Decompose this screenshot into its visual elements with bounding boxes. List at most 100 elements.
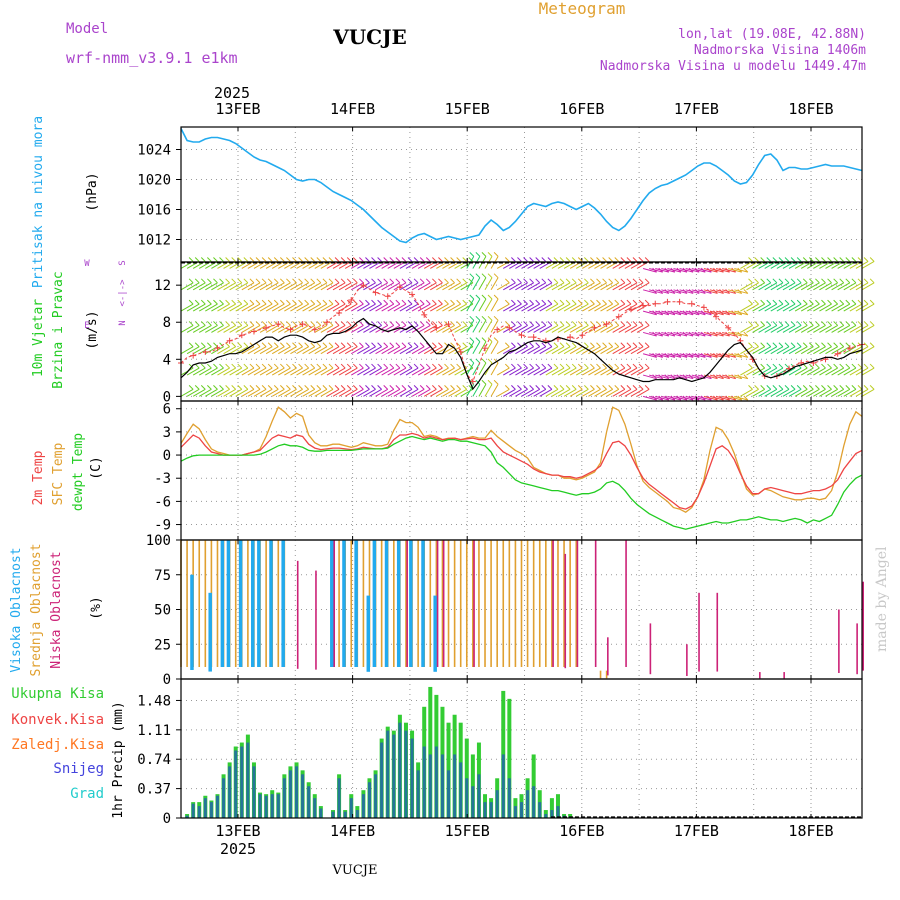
wind-barb (861, 324, 875, 333)
wind-barb (764, 367, 778, 376)
wind-barb-flag (371, 299, 376, 305)
wind-barb-flag (638, 321, 644, 326)
wind-barb (691, 353, 706, 358)
wind-barb (399, 346, 413, 355)
wind-barb (241, 346, 255, 355)
wind-barb-flag (213, 363, 218, 369)
wind-barb (235, 282, 249, 291)
wind-barb (545, 324, 559, 333)
wind-barb (758, 324, 772, 333)
wind-barb (326, 303, 340, 312)
wind-barb (217, 282, 230, 291)
wind-barb (259, 282, 273, 291)
wind-barb (381, 324, 395, 333)
wind-barb-flag (638, 278, 644, 284)
wind-barb (448, 367, 461, 376)
wind-barb (837, 282, 851, 291)
wind-barb-flag (413, 342, 419, 348)
wind-barb-flag (523, 342, 528, 348)
wind-barb (466, 298, 475, 312)
wind-barb-flag (608, 342, 614, 348)
wind-barb-flag (590, 385, 595, 390)
x-tick-label-bottom: 17FEB (674, 822, 719, 840)
wind-barb (411, 324, 425, 333)
wind-barb-flag (352, 257, 358, 262)
wind-barb-flag (565, 278, 571, 284)
precip-bar-snow (313, 798, 317, 818)
wind-barb-flag (425, 385, 431, 390)
y-tick-label: 6 (163, 402, 171, 418)
wind-barb-flag (869, 342, 875, 348)
wind-barb (642, 395, 657, 401)
wind-barb (423, 303, 437, 312)
wind-barb-flag (833, 385, 838, 390)
wind-barb-flag (310, 299, 316, 305)
x-tick-label-bottom: 14FEB (330, 822, 375, 840)
wind-barb-flag (450, 257, 455, 262)
wind-barb (363, 303, 376, 312)
wind-barb (752, 346, 765, 355)
wind-barb (290, 303, 303, 312)
wind-barb-flag (431, 299, 437, 305)
wind-barb (636, 367, 650, 376)
wind-barb-flag (407, 385, 413, 390)
cloud-ylabel-low: Niska Oblacnost (49, 551, 64, 668)
wind-barb-flag (225, 257, 230, 262)
precip-bar-snow (270, 794, 274, 818)
wind-barb-flag (255, 363, 261, 369)
wind-barb (430, 346, 443, 355)
wind-barb-flag (304, 342, 310, 348)
wind-barb (284, 303, 297, 312)
wind-barb (722, 310, 736, 316)
precip-bar-snow (295, 766, 299, 818)
wind-barb (649, 310, 663, 316)
wind-barb-flag (279, 363, 285, 369)
wind-barb-flag (346, 342, 352, 348)
t2m-line (180, 432, 863, 510)
wind-barb-flag (438, 299, 443, 305)
wind-barb-flag (444, 278, 449, 284)
wind-barb (661, 310, 676, 316)
wind-barb-flag (863, 385, 869, 390)
wind-barb-flag (200, 299, 206, 305)
wind-barb (271, 388, 285, 397)
wind-barb-flag (255, 321, 261, 326)
wind-barb (709, 289, 724, 294)
wind-barb-flag (553, 342, 559, 348)
wind-barb-flag (328, 299, 334, 305)
wind-barb-flag (419, 385, 425, 390)
wind-barb-flag (304, 299, 310, 305)
wind-barb-flag (425, 257, 431, 262)
wind-barb (180, 324, 194, 333)
cloud-ylabel-mid: Srednja Oblacnost (29, 543, 44, 676)
wind-barb-flag (481, 315, 487, 321)
y-tick-label: 0 (163, 389, 171, 405)
wind-barb (290, 346, 303, 355)
wind-barb-flag (456, 321, 462, 326)
wind-barb-flag (413, 321, 419, 326)
wind-barb-flag (316, 278, 322, 284)
wind-barb-flag (608, 385, 614, 390)
wind-barb-flag (469, 337, 475, 342)
wind-barb (211, 367, 224, 376)
precip-bar-snow (526, 790, 530, 818)
wind-barb (290, 261, 303, 269)
wind-barb-flag (377, 299, 382, 305)
wind-barb-flag (851, 278, 857, 284)
wind-barb-flag (261, 299, 267, 305)
wind-barb-flag (304, 363, 310, 369)
wind-barb (776, 388, 790, 397)
wind-barb-flag (194, 342, 200, 348)
wind-barb-flag (456, 342, 462, 348)
wind-barb-flag (456, 299, 462, 305)
precip-bar-snow (532, 786, 536, 818)
wind-barb-flag (401, 342, 407, 348)
wind-barb (794, 367, 808, 376)
wind-barb (271, 261, 285, 269)
wind-barb-flag (760, 278, 766, 284)
wind-barb (758, 388, 772, 397)
wind-barb-flag (225, 321, 230, 326)
wind-barb-flag (863, 257, 869, 262)
wind-barb (655, 395, 669, 401)
wind-barb (375, 367, 388, 376)
